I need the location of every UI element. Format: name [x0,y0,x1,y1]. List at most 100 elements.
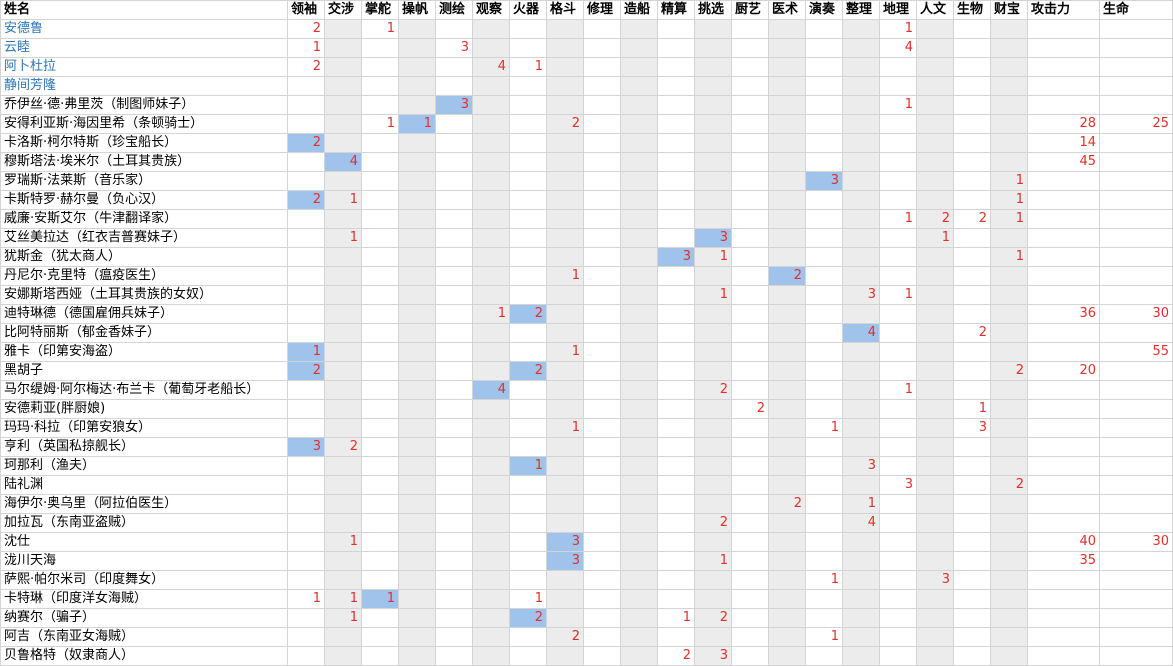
skill-cell[interactable] [361,247,399,267]
character-name[interactable]: 黑胡子 [0,361,288,381]
skill-cell[interactable] [435,57,473,77]
skill-cell[interactable] [657,152,695,172]
skill-cell[interactable] [435,437,473,457]
skill-cell[interactable]: 2 [509,361,547,381]
skill-cell[interactable]: 2 [287,133,325,153]
skill-cell[interactable] [1099,456,1173,476]
skill-cell[interactable] [1027,19,1100,39]
skill-cell[interactable] [287,76,325,96]
skill-cell[interactable] [1027,266,1100,286]
skill-cell[interactable] [620,399,658,419]
skill-cell[interactable] [1099,228,1173,248]
skill-cell[interactable] [657,228,695,248]
skill-cell[interactable] [324,361,362,381]
skill-cell[interactable] [731,304,769,324]
skill-cell[interactable] [768,437,806,457]
skill-cell[interactable] [324,76,362,96]
skill-cell[interactable] [398,418,436,438]
skill-cell[interactable] [398,228,436,248]
skill-cell[interactable] [583,76,621,96]
skill-cell[interactable] [842,171,880,191]
skill-cell[interactable] [546,437,584,457]
skill-cell[interactable]: 2 [768,494,806,514]
skill-cell[interactable]: 1 [990,247,1028,267]
skill-cell[interactable] [731,247,769,267]
skill-cell[interactable]: 40 [1027,532,1100,552]
skill-cell[interactable] [879,133,917,153]
skill-cell[interactable] [990,133,1028,153]
skill-cell[interactable]: 1 [842,494,880,514]
skill-cell[interactable] [916,513,954,533]
skill-cell[interactable] [509,494,547,514]
skill-cell[interactable] [768,76,806,96]
skill-cell[interactable] [472,570,510,590]
skill-cell[interactable] [583,323,621,343]
skill-cell[interactable] [731,114,769,134]
skill-cell[interactable] [620,247,658,267]
skill-cell[interactable] [361,171,399,191]
skill-cell[interactable] [1099,608,1173,628]
skill-cell[interactable] [398,437,436,457]
skill-cell[interactable]: 1 [509,57,547,77]
skill-cell[interactable] [953,19,991,39]
skill-cell[interactable] [1027,646,1100,666]
skill-cell[interactable] [842,114,880,134]
skill-cell[interactable] [1027,418,1100,438]
skill-cell[interactable]: 1 [879,209,917,229]
skill-cell[interactable] [620,532,658,552]
skill-cell[interactable]: 1 [287,589,325,609]
skill-cell[interactable] [509,266,547,286]
skill-cell[interactable]: 4 [842,513,880,533]
skill-cell[interactable] [398,57,436,77]
skill-cell[interactable]: 2 [546,114,584,134]
skill-cell[interactable] [768,627,806,647]
skill-cell[interactable]: 1 [694,247,732,267]
skill-cell[interactable] [953,589,991,609]
skill-cell[interactable] [805,38,843,58]
skill-cell[interactable] [583,608,621,628]
skill-cell[interactable] [472,171,510,191]
skill-cell[interactable] [472,456,510,476]
skill-cell[interactable] [324,627,362,647]
skill-cell[interactable] [361,190,399,210]
skill-cell[interactable] [324,551,362,571]
skill-cell[interactable] [435,475,473,495]
skill-cell[interactable] [361,342,399,362]
skill-cell[interactable] [842,304,880,324]
skill-cell[interactable] [1099,285,1173,305]
skill-cell[interactable] [768,304,806,324]
skill-cell[interactable] [546,646,584,666]
skill-cell[interactable] [583,247,621,267]
skill-cell[interactable] [694,627,732,647]
skill-cell[interactable] [435,418,473,438]
skill-cell[interactable] [472,190,510,210]
skill-cell[interactable] [287,323,325,343]
skill-cell[interactable] [916,456,954,476]
skill-cell[interactable] [842,380,880,400]
column-header[interactable]: 交涉 [324,0,362,20]
skill-cell[interactable] [953,627,991,647]
skill-cell[interactable] [620,228,658,248]
skill-cell[interactable] [1099,19,1173,39]
skill-cell[interactable] [879,627,917,647]
skill-cell[interactable] [472,532,510,552]
skill-cell[interactable] [694,437,732,457]
skill-cell[interactable] [657,76,695,96]
skill-cell[interactable] [879,551,917,571]
skill-cell[interactable] [1099,380,1173,400]
skill-cell[interactable]: 4 [472,380,510,400]
skill-cell[interactable] [583,114,621,134]
skill-cell[interactable] [620,380,658,400]
skill-cell[interactable] [361,399,399,419]
skill-cell[interactable] [1099,247,1173,267]
skill-cell[interactable] [472,608,510,628]
skill-cell[interactable] [805,494,843,514]
skill-cell[interactable] [916,19,954,39]
skill-cell[interactable] [953,285,991,305]
skill-cell[interactable] [361,380,399,400]
skill-cell[interactable] [731,475,769,495]
skill-cell[interactable] [472,152,510,172]
skill-cell[interactable] [509,133,547,153]
skill-cell[interactable] [953,114,991,134]
skill-cell[interactable] [435,551,473,571]
